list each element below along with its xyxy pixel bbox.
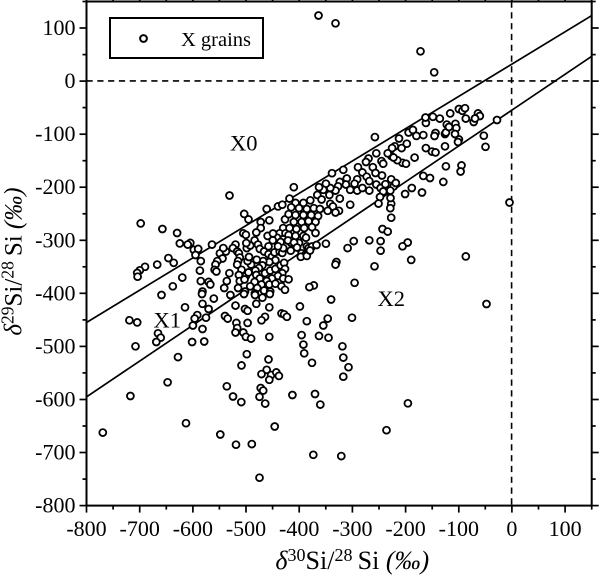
svg-text:-600: -600 bbox=[173, 516, 213, 541]
svg-text:-400: -400 bbox=[35, 280, 75, 305]
svg-text:0: 0 bbox=[506, 516, 517, 541]
svg-text:-500: -500 bbox=[226, 516, 266, 541]
svg-text:X grains: X grains bbox=[181, 29, 251, 51]
svg-text:-300: -300 bbox=[35, 227, 75, 252]
svg-text:100: 100 bbox=[549, 516, 582, 541]
svg-text:-200: -200 bbox=[385, 516, 425, 541]
svg-text:X1: X1 bbox=[154, 308, 182, 333]
svg-text:-500: -500 bbox=[35, 333, 75, 358]
svg-text:X0: X0 bbox=[230, 131, 258, 156]
svg-text:-800: -800 bbox=[66, 516, 106, 541]
svg-text:X2: X2 bbox=[378, 286, 406, 311]
svg-text:100: 100 bbox=[43, 15, 76, 40]
svg-text:0: 0 bbox=[65, 68, 76, 93]
svg-text:-300: -300 bbox=[332, 516, 372, 541]
svg-text:-700: -700 bbox=[120, 516, 160, 541]
svg-text:-600: -600 bbox=[35, 387, 75, 412]
svg-text:-100: -100 bbox=[439, 516, 479, 541]
svg-text:-200: -200 bbox=[35, 174, 75, 199]
svg-text:-800: -800 bbox=[35, 493, 75, 518]
svg-text:-400: -400 bbox=[279, 516, 319, 541]
svg-text:δ30Si/28 Si (‰): δ30Si/28 Si (‰) bbox=[275, 545, 429, 575]
svg-text:δ29Si/28 Si (‰): δ29Si/28 Si (‰) bbox=[0, 187, 28, 335]
svg-text:-700: -700 bbox=[35, 440, 75, 465]
svg-text:-100: -100 bbox=[35, 121, 75, 146]
